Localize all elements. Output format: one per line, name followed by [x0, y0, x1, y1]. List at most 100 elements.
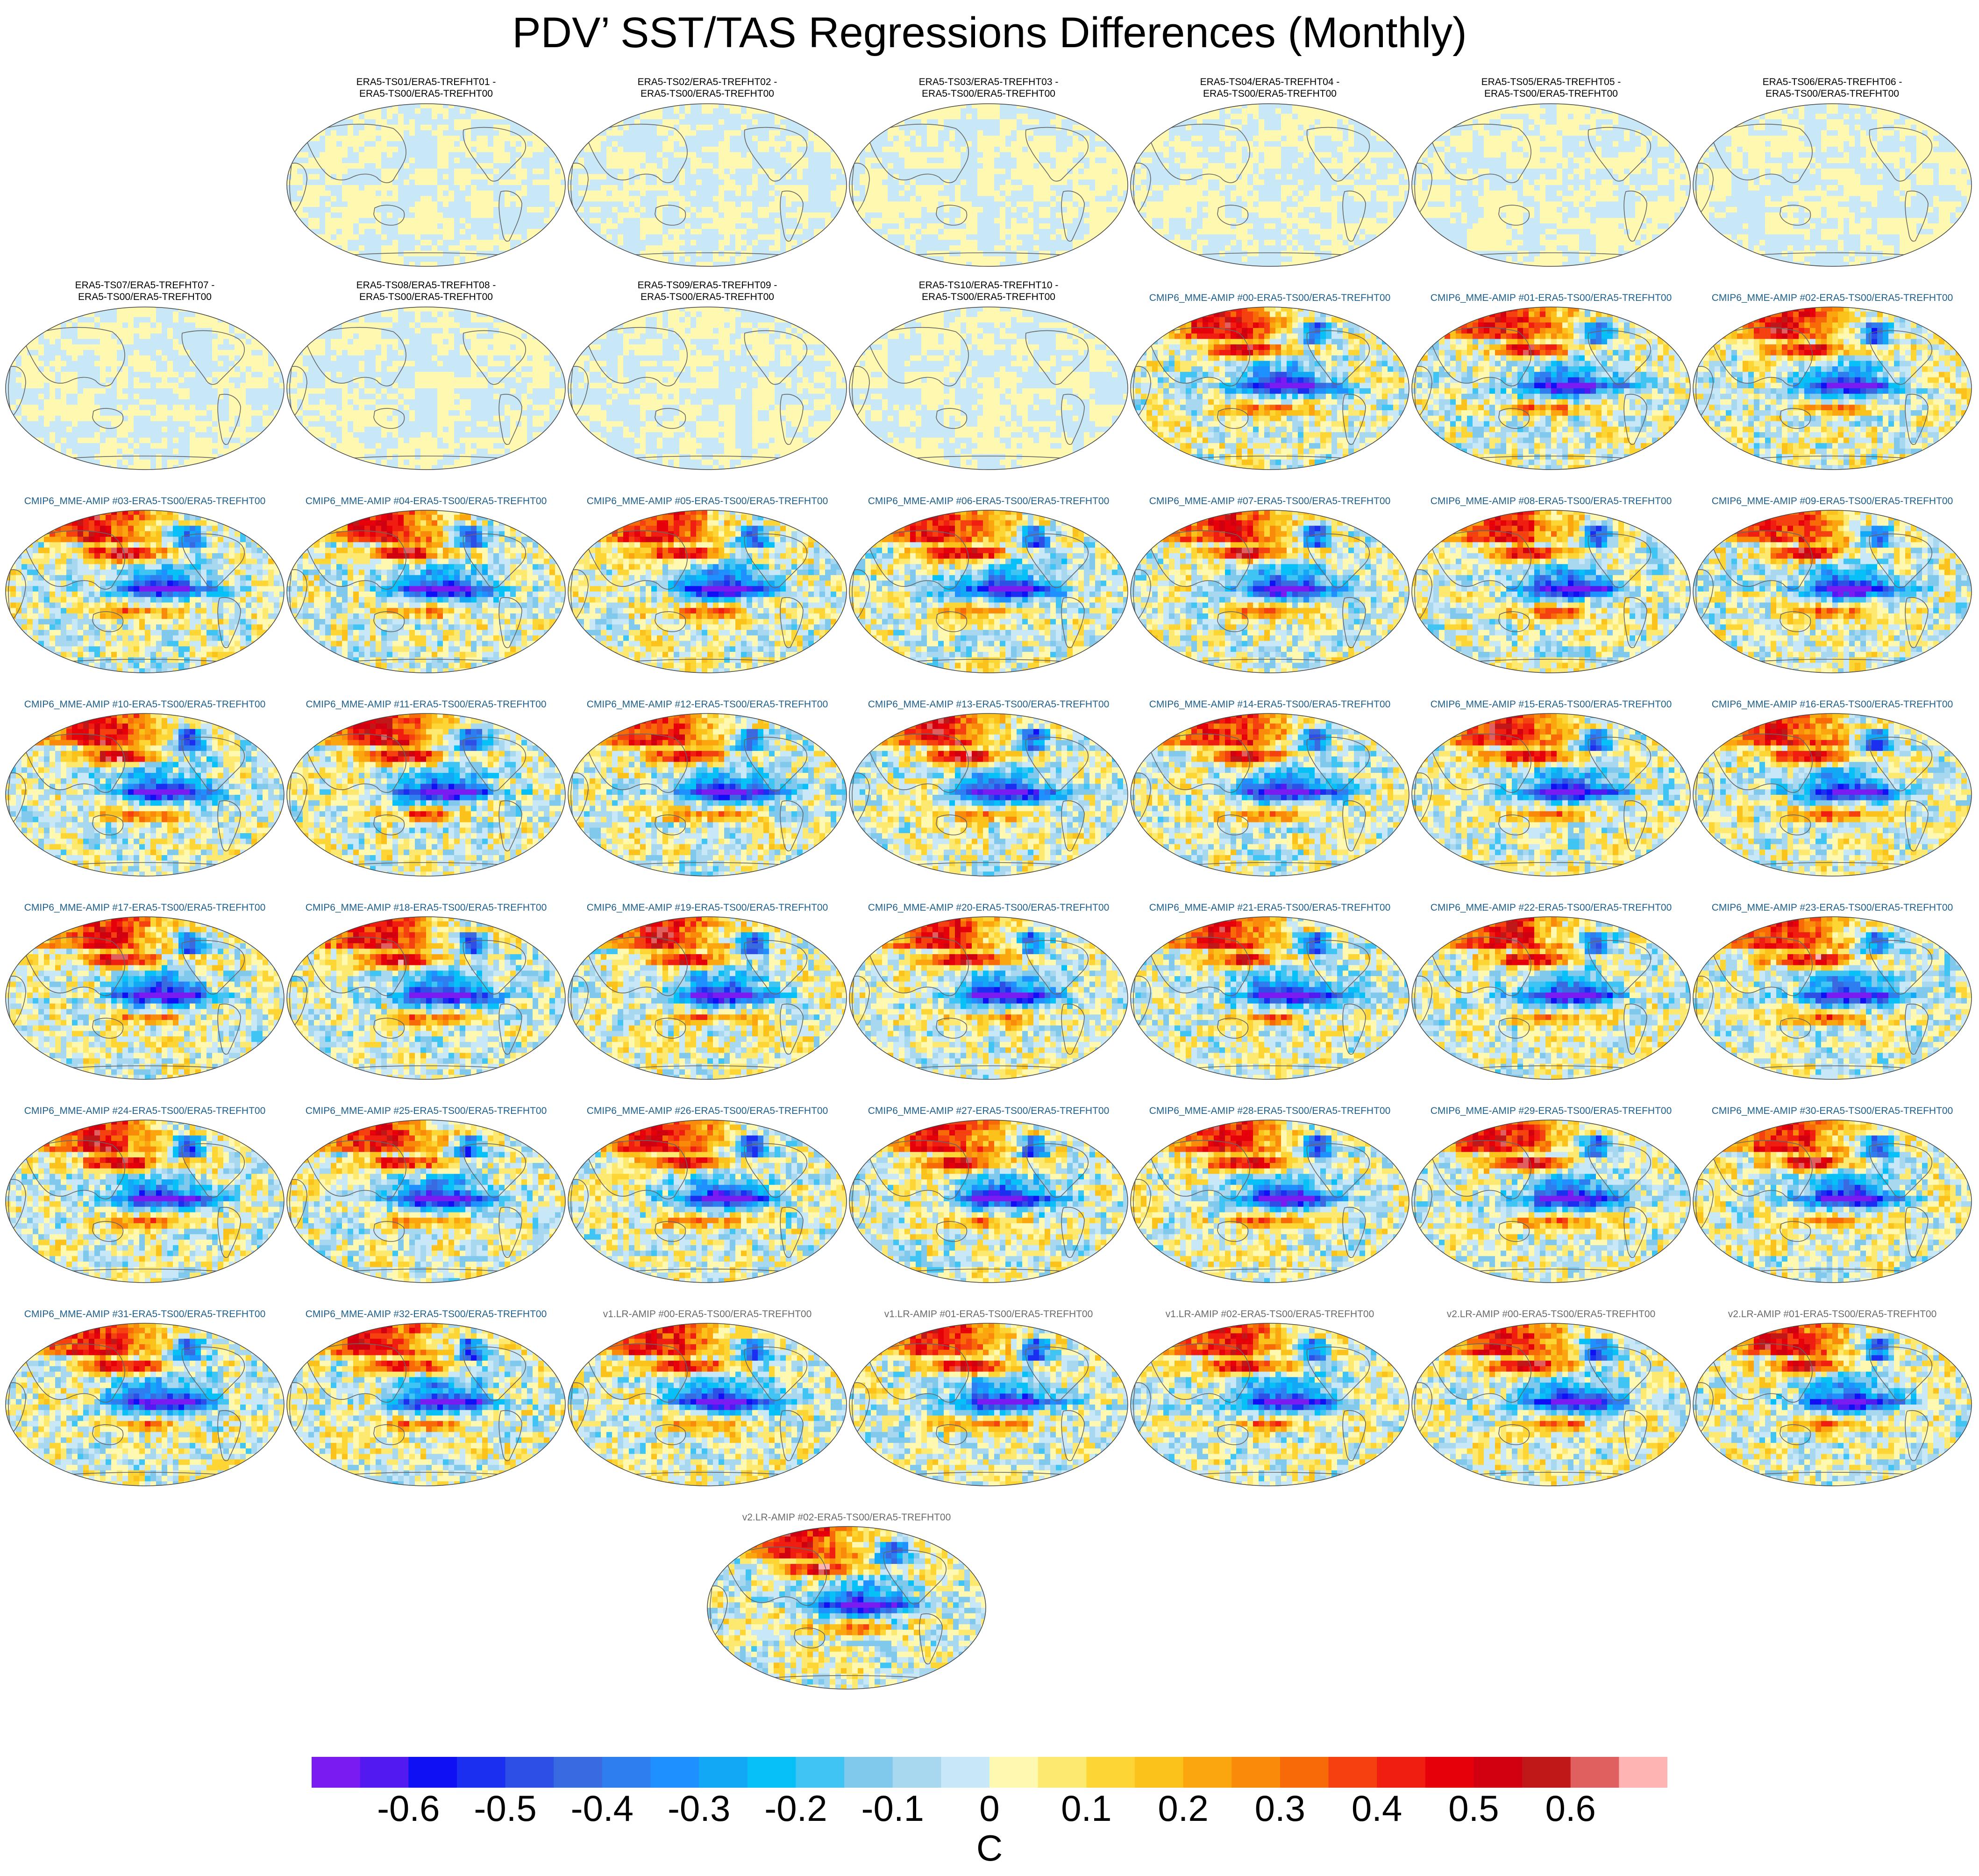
- map-cell: [348, 157, 354, 163]
- map-cell: [1078, 169, 1084, 174]
- map-cell: [860, 229, 866, 235]
- map-cell: [1112, 103, 1118, 108]
- map-cell: [527, 213, 533, 218]
- map-cell: [791, 125, 797, 130]
- map-cell: [730, 174, 736, 180]
- map-cell: [1118, 201, 1124, 207]
- map-cell: [538, 152, 544, 158]
- map-cell: [1214, 114, 1220, 120]
- map-cell: [595, 245, 601, 251]
- map-cell: [797, 251, 803, 257]
- map-cell: [814, 147, 820, 152]
- map-cell: [763, 213, 769, 218]
- panel-subtitle: ERA5-TS00/ERA5-TREFHT00: [848, 88, 1129, 100]
- map-cell: [1298, 130, 1304, 136]
- map-cell: [573, 257, 579, 262]
- map-cell: [1106, 103, 1112, 108]
- map-cell: [1292, 103, 1298, 108]
- map-cell: [651, 223, 657, 229]
- map-cell: [595, 147, 601, 152]
- map-cell: [1112, 235, 1118, 240]
- map-cell: [437, 245, 443, 251]
- map-cell: [730, 169, 736, 174]
- map-cell: [549, 179, 555, 185]
- map-cell: [831, 213, 837, 218]
- map-cell: [646, 125, 652, 130]
- map-cell: [1399, 108, 1405, 114]
- map-cell: [961, 130, 967, 136]
- map-cell: [674, 108, 680, 114]
- map-cell: [876, 213, 883, 218]
- map-cell: [842, 262, 847, 267]
- map-cell: [735, 213, 741, 218]
- map-cell: [409, 114, 415, 120]
- map-cell: [303, 174, 309, 180]
- map-cell: [606, 108, 612, 114]
- map-cell: [955, 147, 961, 152]
- map-cell: [944, 147, 950, 152]
- map-cell: [730, 257, 736, 262]
- map-cell: [1331, 130, 1338, 136]
- map-cell: [303, 157, 309, 163]
- map-cell: [426, 207, 432, 213]
- map-cell: [865, 147, 871, 152]
- map-cell: [578, 130, 584, 136]
- map-cell: [398, 157, 404, 163]
- map-cell: [713, 218, 719, 223]
- map-cell: [910, 125, 916, 130]
- map-cell: [674, 119, 680, 125]
- map-cell: [538, 114, 544, 120]
- map-cell: [505, 147, 511, 152]
- map-cell: [376, 163, 382, 169]
- map-cell: [865, 262, 871, 267]
- map-cell: [916, 240, 922, 245]
- map-cell: [634, 141, 641, 147]
- map-cell: [521, 157, 527, 163]
- map-cell: [1101, 257, 1107, 262]
- map-cell: [1095, 262, 1101, 267]
- map-cell: [297, 218, 303, 223]
- map-cell: [786, 257, 792, 262]
- map-cell: [612, 213, 618, 218]
- map-cell: [629, 240, 635, 245]
- map-cell: [668, 257, 674, 262]
- map-cell: [629, 152, 635, 158]
- map-cell: [651, 125, 657, 130]
- map-cell: [601, 229, 607, 235]
- map-cell: [685, 191, 691, 196]
- map-cell: [549, 207, 555, 213]
- map-cell: [1017, 213, 1023, 218]
- map-cell: [657, 141, 663, 147]
- map-cell: [944, 130, 950, 136]
- map-cell: [370, 235, 376, 240]
- map-cell: [916, 130, 922, 136]
- map-cell: [910, 108, 916, 114]
- map-cell: [297, 240, 303, 245]
- map-cell: [955, 136, 961, 141]
- map-cell: [735, 152, 741, 158]
- map-cell: [1061, 119, 1068, 125]
- map-cell: [1152, 103, 1158, 108]
- map-cell: [292, 147, 298, 152]
- map-cell: [752, 223, 758, 229]
- map-cell: [1022, 196, 1028, 202]
- map-cell: [944, 185, 950, 191]
- map-cell: [482, 245, 488, 251]
- map-cell: [1011, 119, 1017, 125]
- map-cell: [1095, 163, 1101, 169]
- map-cell: [1011, 147, 1017, 152]
- map-cell: [437, 262, 443, 267]
- map-cell: [465, 179, 471, 185]
- map-cell: [549, 174, 555, 180]
- map-cell: [1281, 147, 1287, 152]
- map-cell: [797, 103, 803, 108]
- map-cell: [370, 119, 376, 125]
- map-cell: [825, 196, 831, 202]
- map-cell: [662, 147, 669, 152]
- map-cell: [555, 213, 561, 218]
- map-cell: [618, 191, 624, 196]
- map-cell: [1197, 108, 1203, 114]
- map-cell: [702, 157, 708, 163]
- map-cell: [797, 108, 803, 114]
- map-cell: [819, 174, 826, 180]
